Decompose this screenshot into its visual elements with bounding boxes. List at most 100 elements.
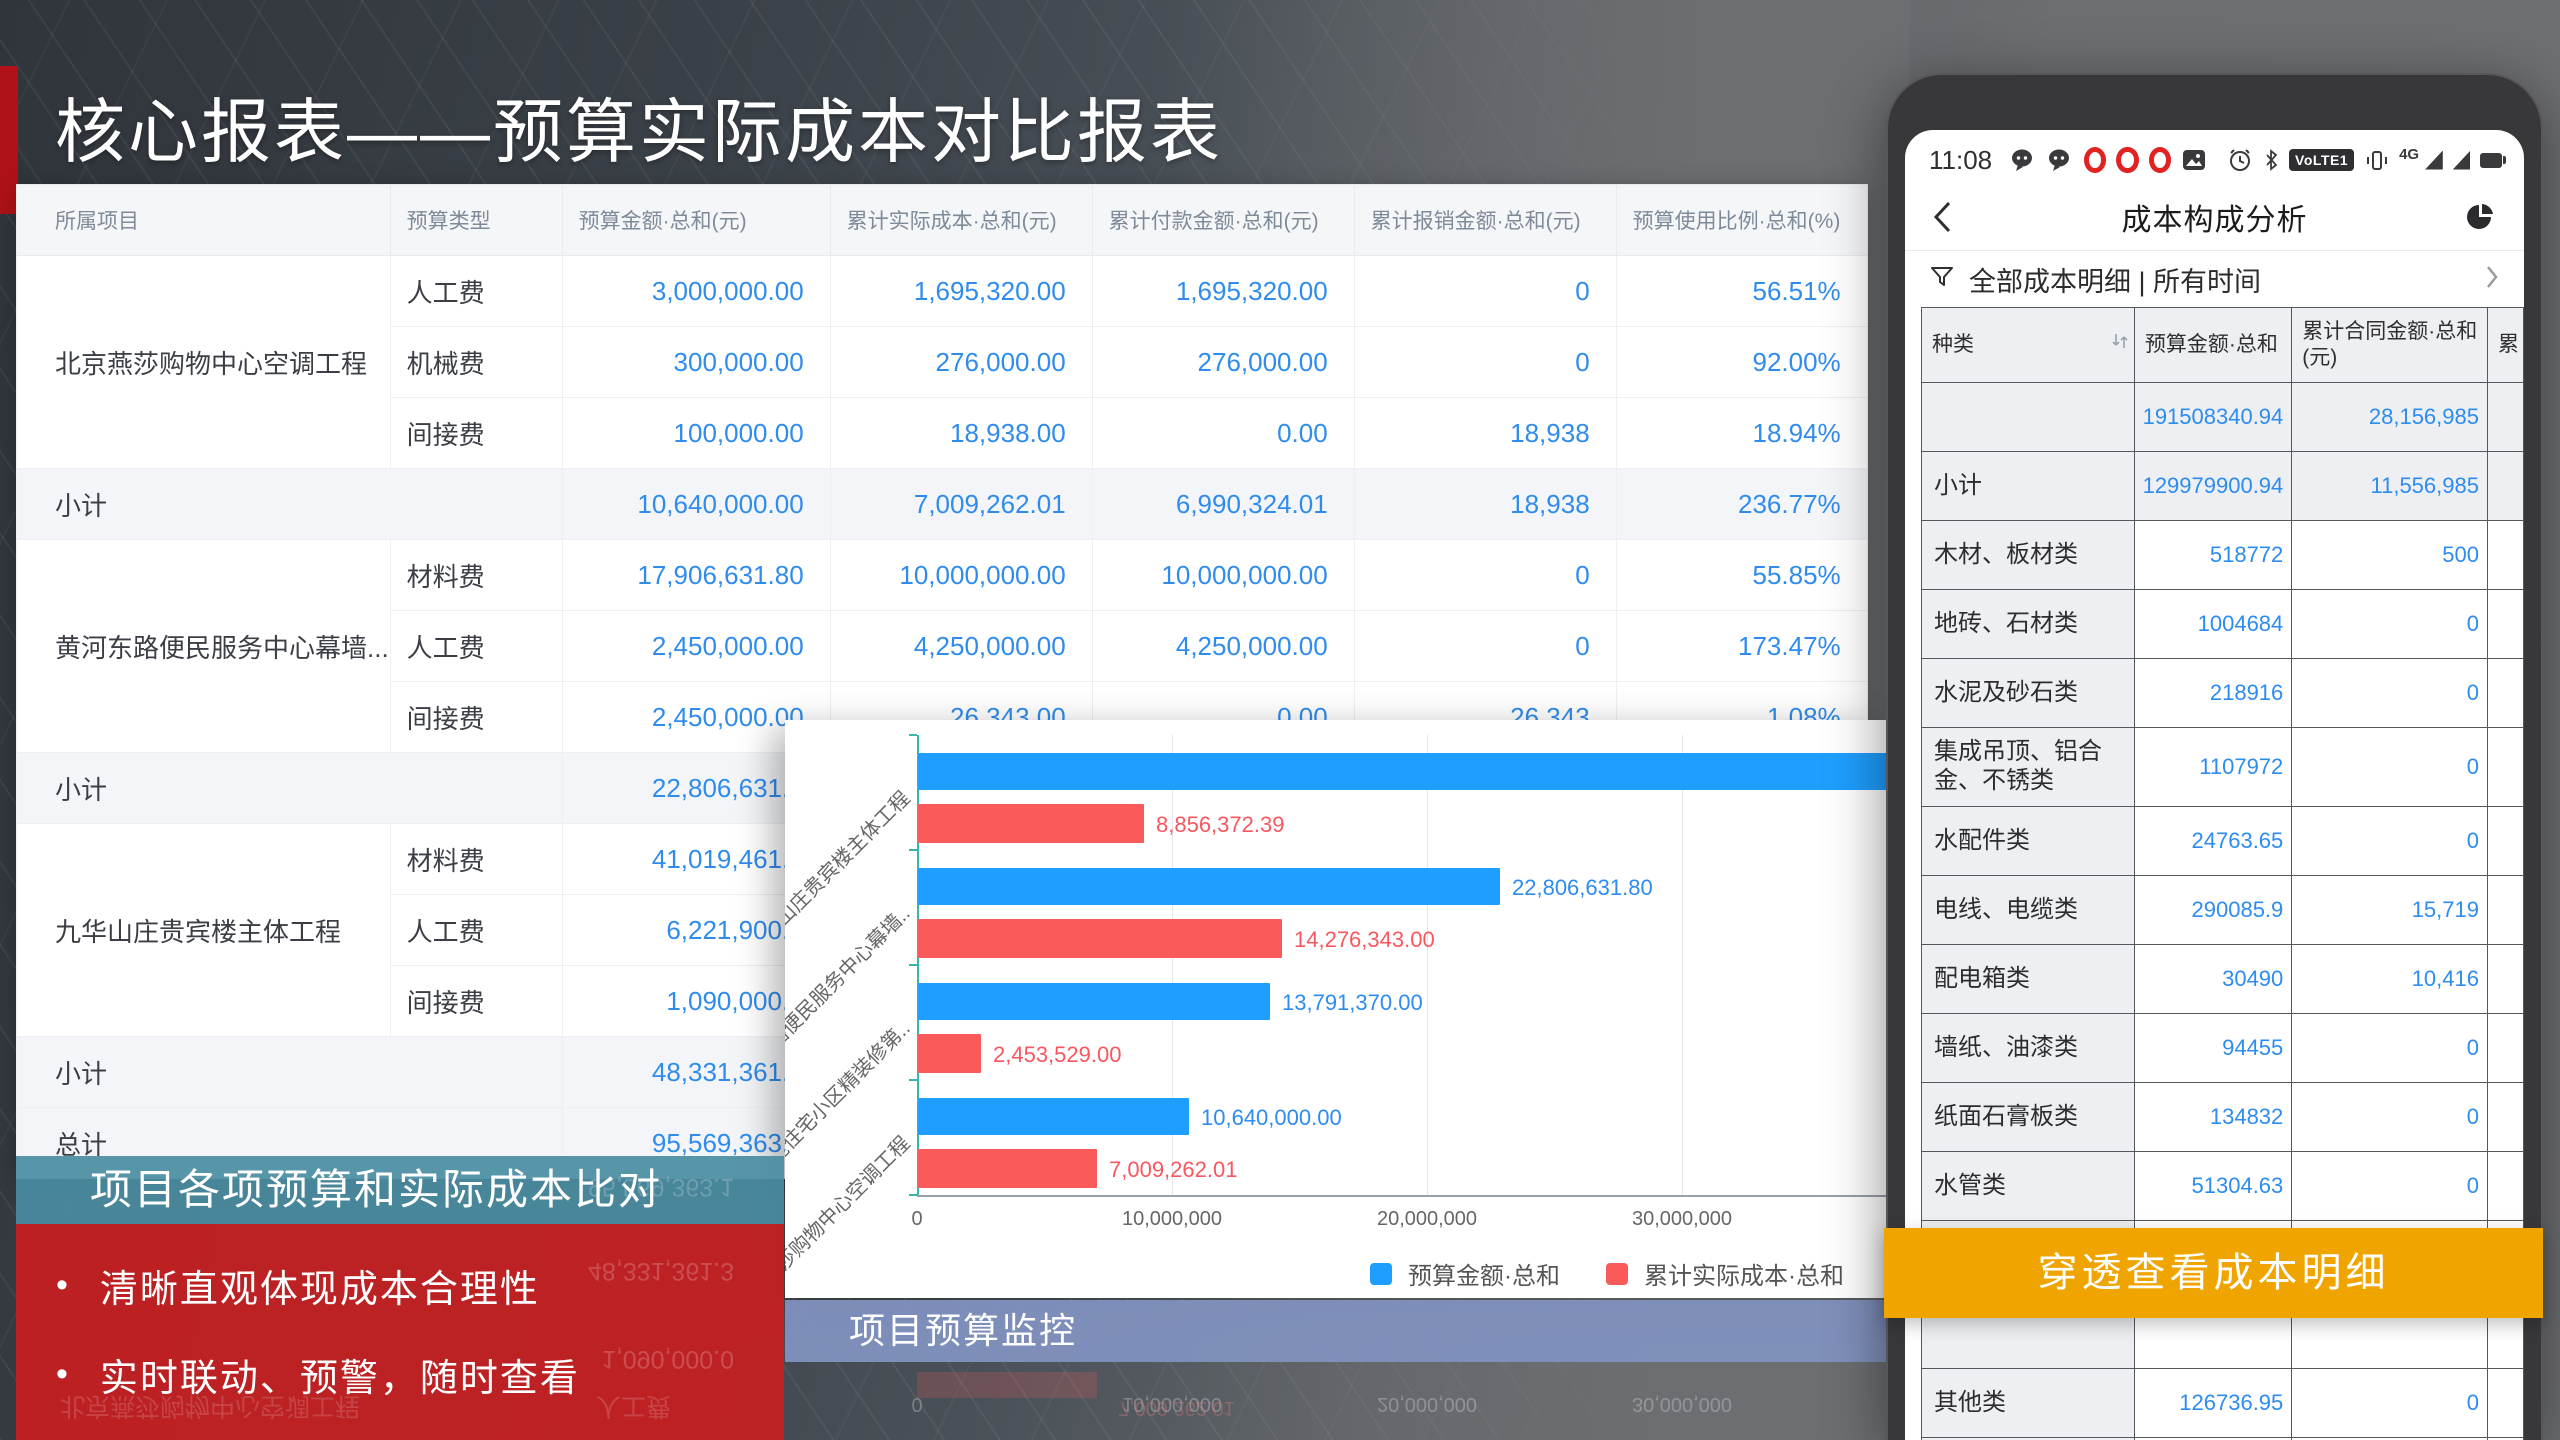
- phone-table-row: 水泥及砂石类 218916 0: [1921, 658, 2524, 728]
- bar-actual: [918, 1149, 1097, 1188]
- page-title: 核心报表——预算实际成本对比报表: [55, 93, 1223, 171]
- bar-actual: [918, 919, 1282, 958]
- budget-monitor-chart: 九华山庄贵宾楼主体工程 黄河东路便民服务中心幕墙.. 兰溪上苑住宅小区精装修第.. 北…: [785, 720, 1888, 1298]
- legend-label-actual: 累计实际成本·总和: [1644, 1263, 1844, 1290]
- bar-budget: [918, 753, 1888, 790]
- gridline: [1682, 735, 1683, 1195]
- project-name: 九华山庄贵宾楼主体工程: [16, 823, 391, 1037]
- project-name: 黄河东路便民服务中心幕墙...: [16, 539, 391, 753]
- y-tick: [909, 849, 917, 851]
- page-title: 成本构成分析: [2121, 204, 2308, 237]
- col-header-budget-type: 预算类型: [389, 184, 563, 256]
- teal-caption-bar: 项目各项预算和实际成本比对: [16, 1156, 784, 1224]
- y-tick: [909, 1194, 917, 1196]
- sort-icon[interactable]: [2110, 331, 2130, 358]
- filter-row[interactable]: 全部成本明细 | 所有时间: [1905, 251, 2524, 307]
- phone-table-row: 地板类4571480: [1921, 1437, 2524, 1440]
- bullet-marker: •: [56, 1266, 70, 1304]
- signal-icon: [2425, 150, 2443, 170]
- notification-app-icon: [2084, 147, 2107, 173]
- y-tick: [909, 964, 917, 966]
- project-name: 北京燕莎购物中心空调工程: [16, 255, 391, 469]
- col-header-clipped: 累: [2486, 307, 2524, 383]
- col-header-budget-amount: 预算金额·总和(元): [561, 184, 831, 256]
- status-bar: 11:08 VoLTE1 4G: [1905, 130, 2524, 184]
- table-row: 北京燕莎购物中心空调工程 人工费 3,000,000.00 1,695,320.…: [16, 255, 1868, 469]
- phone-table-row: 纸面石膏板类 134832 0: [1921, 1082, 2524, 1152]
- divider: [1905, 250, 2524, 251]
- notification-app-icon: [2148, 147, 2172, 173]
- notification-app-icon: [2116, 147, 2139, 173]
- bar-value-label: 22,806,631.80: [1512, 875, 1653, 900]
- chart-x-axis: [917, 1195, 1888, 1197]
- phone-table-row: 水配件类 24763.65 0: [1921, 806, 2524, 876]
- signal-icon: [2452, 150, 2471, 170]
- phone-table-row: 191508340.94 28,156,985: [1921, 382, 2524, 452]
- legend-swatch-budget: [1370, 1262, 1392, 1285]
- table-row: 人工费 2,450,000.00 4,250,000.00 4,250,000.…: [17, 610, 1868, 682]
- drill-down-banner: 穿透查看成本明细: [1884, 1228, 2543, 1318]
- bar-value-label: 8,856,372.39: [1156, 812, 1285, 837]
- phone-table-row: 墙纸、油漆类 94455 0: [1921, 1013, 2524, 1083]
- table-row: 黄河东路便民服务中心幕墙... 材料费 17,906,631.80 10,000…: [16, 539, 1868, 753]
- bluetooth-icon: [2263, 147, 2279, 173]
- vibrate-icon: [2364, 148, 2389, 173]
- bar-budget: [918, 868, 1500, 905]
- x-tick-label: 10,000,000: [1121, 1208, 1223, 1230]
- bar-value-label: 10,640,000.00: [1201, 1105, 1342, 1130]
- phone-table-row: 电线、电缆类 290085.9 15,719: [1921, 875, 2524, 945]
- table-row: 间接费 100,000.00 18,938.00 0.00 18,938 18.…: [17, 397, 1868, 469]
- wechat-icon: [2010, 148, 2037, 173]
- subtotal-row: 小计 10,640,000.00 7,009,262.01 6,990,324.…: [16, 468, 1868, 540]
- bar-value-label: 2,453,529.00: [993, 1042, 1122, 1067]
- gridline: [1427, 735, 1428, 1195]
- bullet-marker: •: [56, 1355, 70, 1393]
- alarm-icon: [2227, 147, 2253, 173]
- status-time: 11:08: [1929, 144, 1993, 175]
- phone-table-row: 木材、板材类 518772 500: [1921, 520, 2524, 590]
- y-tick: [909, 1079, 917, 1081]
- category-label: 北京燕莎购物中心空调工程: [785, 1132, 915, 1298]
- volte-badge: VoLTE1: [2289, 149, 2355, 171]
- bar-value-label: 7,009,262.01: [1109, 1157, 1238, 1182]
- bar-actual: [918, 804, 1144, 843]
- phone-table-row: 配电箱类 30490 10,416: [1921, 944, 2524, 1014]
- wechat-icon: [2047, 148, 2074, 173]
- col-header-contract-sum: 累计合同金额·总和(元): [2291, 307, 2488, 383]
- col-header-budget-sum: 预算金额·总和: [2133, 307, 2293, 383]
- col-header-paid-amount: 累计付款金额·总和(元): [1091, 184, 1355, 256]
- x-tick-label: 0: [911, 1208, 923, 1230]
- nav-bar: 成本构成分析: [1905, 184, 2524, 250]
- phone-table-row: 小计 129979900.94 11,556,985: [1921, 451, 2524, 521]
- phone-table-row: 水管类 51304.63 0: [1921, 1151, 2524, 1221]
- phone-table-row: 地砖、石材类 1004684 0: [1921, 589, 2524, 659]
- red-callout-box: • 清晰直观体现成本合理性 • 实时联动、预警，随时查看: [16, 1224, 784, 1440]
- chart-caption-bar: 项目预算监控: [785, 1300, 1888, 1362]
- chart-plot: 九华山庄贵宾楼主体工程 黄河东路便民服务中心幕墙.. 兰溪上苑住宅小区精装修第.. 北…: [785, 734, 1888, 1298]
- col-header-reimbursed: 累计报销金额·总和(元): [1353, 184, 1617, 256]
- legend-swatch-actual: [1606, 1262, 1628, 1285]
- col-header-usage-ratio: 预算使用比例·总和(%): [1615, 184, 1868, 256]
- x-tick-label: 30,000,000: [1631, 1208, 1733, 1230]
- x-tick-label: 20,000,000: [1376, 1208, 1478, 1230]
- filter-label: 全部成本明细 | 所有时间: [1969, 266, 2262, 297]
- bar-actual: [918, 1034, 981, 1073]
- bullet-line: • 实时联动、预警，随时查看: [56, 1347, 784, 1402]
- gridline: [1172, 735, 1173, 1195]
- col-header-project: 所属项目: [16, 184, 391, 256]
- back-button[interactable]: [1931, 199, 1953, 240]
- bar-value-label: 13,791,370.00: [1282, 990, 1423, 1015]
- bar-budget: [918, 1098, 1189, 1135]
- battery-icon: [2480, 152, 2506, 168]
- col-header-category: 种类: [1932, 332, 1974, 356]
- col-header-actual-cost: 累计实际成本·总和(元): [829, 184, 1093, 256]
- bar-value-label: 14,276,343.00: [1294, 927, 1435, 952]
- pie-chart-button[interactable]: [2464, 201, 2496, 238]
- chart-legend: 预算金额·总和 累计实际成本·总和: [1370, 1256, 1874, 1291]
- network-type-label: 4G: [2399, 145, 2420, 163]
- phone-table-row: 其他类 126736.95 0: [1921, 1368, 2524, 1438]
- funnel-icon: [1929, 264, 1955, 295]
- bullet-text: 清晰直观体现成本合理性: [99, 1269, 540, 1311]
- phone-table-row: 集成吊顶、铝合金、不锈类 1107972 0: [1921, 727, 2524, 807]
- y-tick: [909, 734, 917, 736]
